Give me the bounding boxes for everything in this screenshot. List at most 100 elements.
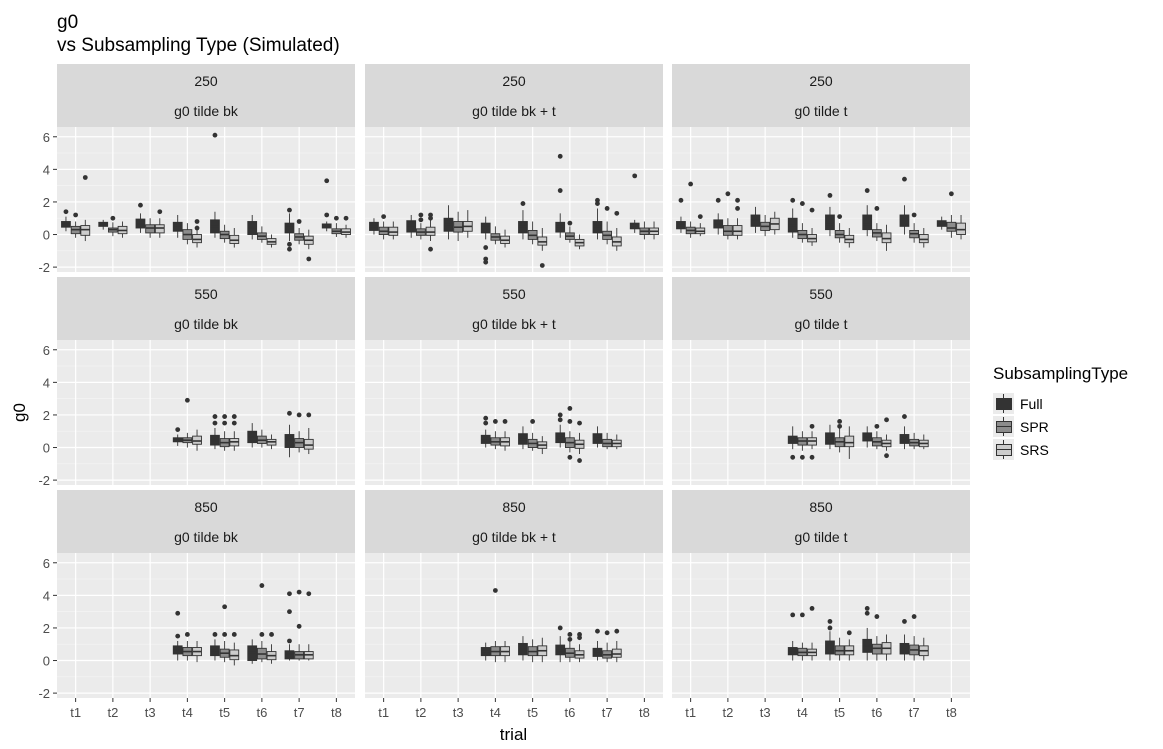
box-250-g0-tilde-bk-t-t7-full <box>592 221 603 234</box>
box-250-g0-tilde-t-t5-spr-outlier <box>837 214 843 220</box>
box-550-g0-tilde-bk-t5-srs-outlier <box>231 414 237 419</box>
box-850-g0-tilde-bk-t4-full-outlier <box>175 633 181 639</box>
box-250-g0-tilde-bk-t-t8-full-outlier <box>632 173 638 179</box>
x-tick-label-t3: t3 <box>760 705 771 720</box>
facet-strip-250-g0-tilde-t <box>672 64 970 127</box>
box-250-g0-tilde-bk-t8-spr-outlier <box>333 215 339 221</box>
box-250-g0-tilde-bk-t-t1-srs <box>388 226 399 236</box>
box-250-g0-tilde-t-t2-srs-outlier <box>735 206 740 211</box>
box-850-g0-tilde-t-t5-srs-outlier <box>846 630 852 636</box>
facet-strip-row-label: 550 <box>502 286 526 302</box>
box-850-g0-tilde-bk-t6-spr-outlier <box>259 632 265 637</box>
box-850-g0-tilde-t-t4-full-outlier <box>790 612 796 618</box>
box-250-g0-tilde-bk-t8-full-outlier <box>324 212 330 218</box>
box-550-g0-tilde-bk-t-t6-full-outlier <box>557 417 563 423</box>
box-850-g0-tilde-bk-t6-srs-outlier <box>269 632 274 637</box>
box-850-g0-tilde-t-t5-full-outlier <box>827 625 833 631</box>
legend-label-full: Full <box>1020 395 1043 412</box>
box-850-g0-tilde-bk-t5-srs-outlier <box>231 632 237 637</box>
legend-item-full: Full <box>993 392 1128 415</box>
box-850-g0-tilde-t-t4-srs-outlier <box>809 605 815 611</box>
x-tick-label-t7: t7 <box>294 705 305 720</box>
box-550-g0-tilde-bk-t4-spr-outlier <box>184 397 190 403</box>
facet-strip-row-label: 850 <box>194 499 218 515</box>
box-250-g0-tilde-bk-t2-spr-outlier <box>110 215 116 221</box>
box-250-g0-tilde-bk-t-t7-full-outlier <box>595 201 600 206</box>
box-550-g0-tilde-bk-t4-srs <box>192 435 202 445</box>
box-550-g0-tilde-bk-t-t4-full-outlier <box>483 415 489 421</box>
facet-strip-250-g0-tilde-bk <box>57 64 355 127</box>
box-550-g0-tilde-bk-t-t6-srs-outlier <box>577 458 582 463</box>
legend-label-spr: SPR <box>1020 418 1049 435</box>
facet-strip-row-label: 850 <box>502 499 526 515</box>
box-250-g0-tilde-bk-t-t7-spr-outlier <box>604 206 610 211</box>
facet-strip-col-label: g0 tilde t <box>795 529 848 545</box>
box-850-g0-tilde-bk-t5-spr-outlier <box>222 632 228 637</box>
panel-background <box>57 340 355 485</box>
box-250-g0-tilde-bk-t-t5-full <box>518 221 528 234</box>
legend-key-spr <box>993 416 1014 437</box>
box-550-g0-tilde-t-t6-spr-outlier <box>874 423 880 429</box>
box-250-g0-tilde-t-t2-srs <box>732 225 743 236</box>
box-250-g0-tilde-t-t6-full <box>862 214 873 231</box>
box-250-g0-tilde-t-t6-spr-outlier <box>874 206 880 211</box>
box-850-g0-tilde-bk-t7-srs-outlier <box>306 591 312 597</box>
box-250-g0-tilde-bk-t8-full-outlier <box>324 178 330 184</box>
box-250-g0-tilde-bk-t-t6-full-outlier <box>557 153 563 159</box>
y-tick-label: 4 <box>43 162 50 177</box>
panel-background <box>365 340 663 485</box>
box-250-g0-tilde-bk-t-t5-srs-outlier <box>539 263 545 268</box>
box-850-g0-tilde-bk-t6-spr-outlier <box>259 583 265 588</box>
box-850-g0-tilde-bk-t7-full-outlier <box>287 609 292 615</box>
x-tick-label-t3: t3 <box>145 705 156 720</box>
box-850-g0-tilde-bk-t-t7-srs <box>611 648 622 658</box>
facet-strip-col-label: g0 tilde t <box>795 103 848 119</box>
x-tick-label-t4: t4 <box>182 705 193 720</box>
y-tick-label: 2 <box>43 621 50 636</box>
box-250-g0-tilde-t-t6-srs <box>881 232 892 244</box>
y-tick-label: 0 <box>43 228 50 243</box>
box-850-g0-tilde-t-t7-spr-outlier <box>911 614 917 619</box>
box-250-g0-tilde-t-t7-spr-outlier <box>911 212 917 218</box>
box-850-g0-tilde-bk-t7-full-outlier <box>287 591 292 597</box>
facet-strip-550-g0-tilde-bk-t <box>365 277 663 340</box>
y-tick-label: 2 <box>43 195 50 210</box>
box-550-g0-tilde-bk-t7-spr-outlier <box>296 412 302 418</box>
box-850-g0-tilde-bk-t-t6-spr-outlier <box>567 632 573 637</box>
panel-background <box>365 127 663 272</box>
box-550-g0-tilde-bk-t7-full-outlier <box>287 410 292 416</box>
box-250-g0-tilde-bk-t7-srs-outlier <box>306 256 312 262</box>
box-250-g0-tilde-bk-t7-full-outlier <box>287 241 292 247</box>
box-850-g0-tilde-bk-t-t6-full <box>555 644 566 656</box>
box-850-g0-tilde-bk-t4-full-outlier <box>175 610 181 616</box>
x-tick-label-t6: t6 <box>871 705 882 720</box>
box-550-g0-tilde-bk-t-t4-spr-outlier <box>492 419 498 424</box>
y-tick-label: -2 <box>38 686 50 701</box>
box-550-g0-tilde-t-t5-srs <box>844 435 855 448</box>
box-250-g0-tilde-bk-t1-srs-outlier <box>82 175 88 180</box>
panel-background <box>365 553 663 698</box>
box-250-g0-tilde-bk-t-t1-spr-outlier <box>381 214 387 220</box>
box-250-g0-tilde-bk-t8-srs-outlier <box>343 215 349 221</box>
box-550-g0-tilde-bk-t-t4-full-outlier <box>483 420 489 426</box>
box-250-g0-tilde-t-t5-full <box>825 214 835 231</box>
box-250-g0-tilde-t-t7-srs <box>918 234 929 244</box>
box-250-g0-tilde-bk-t7-full-outlier <box>287 207 292 213</box>
box-250-g0-tilde-bk-t1-spr-outlier <box>73 212 79 218</box>
box-250-g0-tilde-t-t5-full-outlier <box>827 193 833 198</box>
legend: SubsamplingType Full SPR SRS <box>993 364 1128 461</box>
box-250-g0-tilde-bk-t-t2-spr-outlier <box>418 217 424 223</box>
box-550-g0-tilde-bk-t5-full-outlier <box>212 414 218 419</box>
box-250-g0-tilde-bk-t3-full-outlier <box>138 202 143 208</box>
box-250-g0-tilde-bk-t-t6-full <box>555 221 566 233</box>
box-250-g0-tilde-bk-t-t4-full-outlier <box>483 259 489 265</box>
x-tick-label-t1: t1 <box>70 705 81 720</box>
box-550-g0-tilde-t-t4-spr-outlier <box>799 454 805 460</box>
facet-strip-col-label: g0 tilde bk + t <box>472 103 556 119</box>
x-tick-label-t2: t2 <box>415 705 426 720</box>
box-850-g0-tilde-bk-t-t7-full-outlier <box>595 628 600 634</box>
x-tick-label-t4: t4 <box>797 705 808 720</box>
box-850-g0-tilde-t-t7-full-outlier <box>902 619 907 624</box>
y-tick-label: 0 <box>43 654 50 669</box>
